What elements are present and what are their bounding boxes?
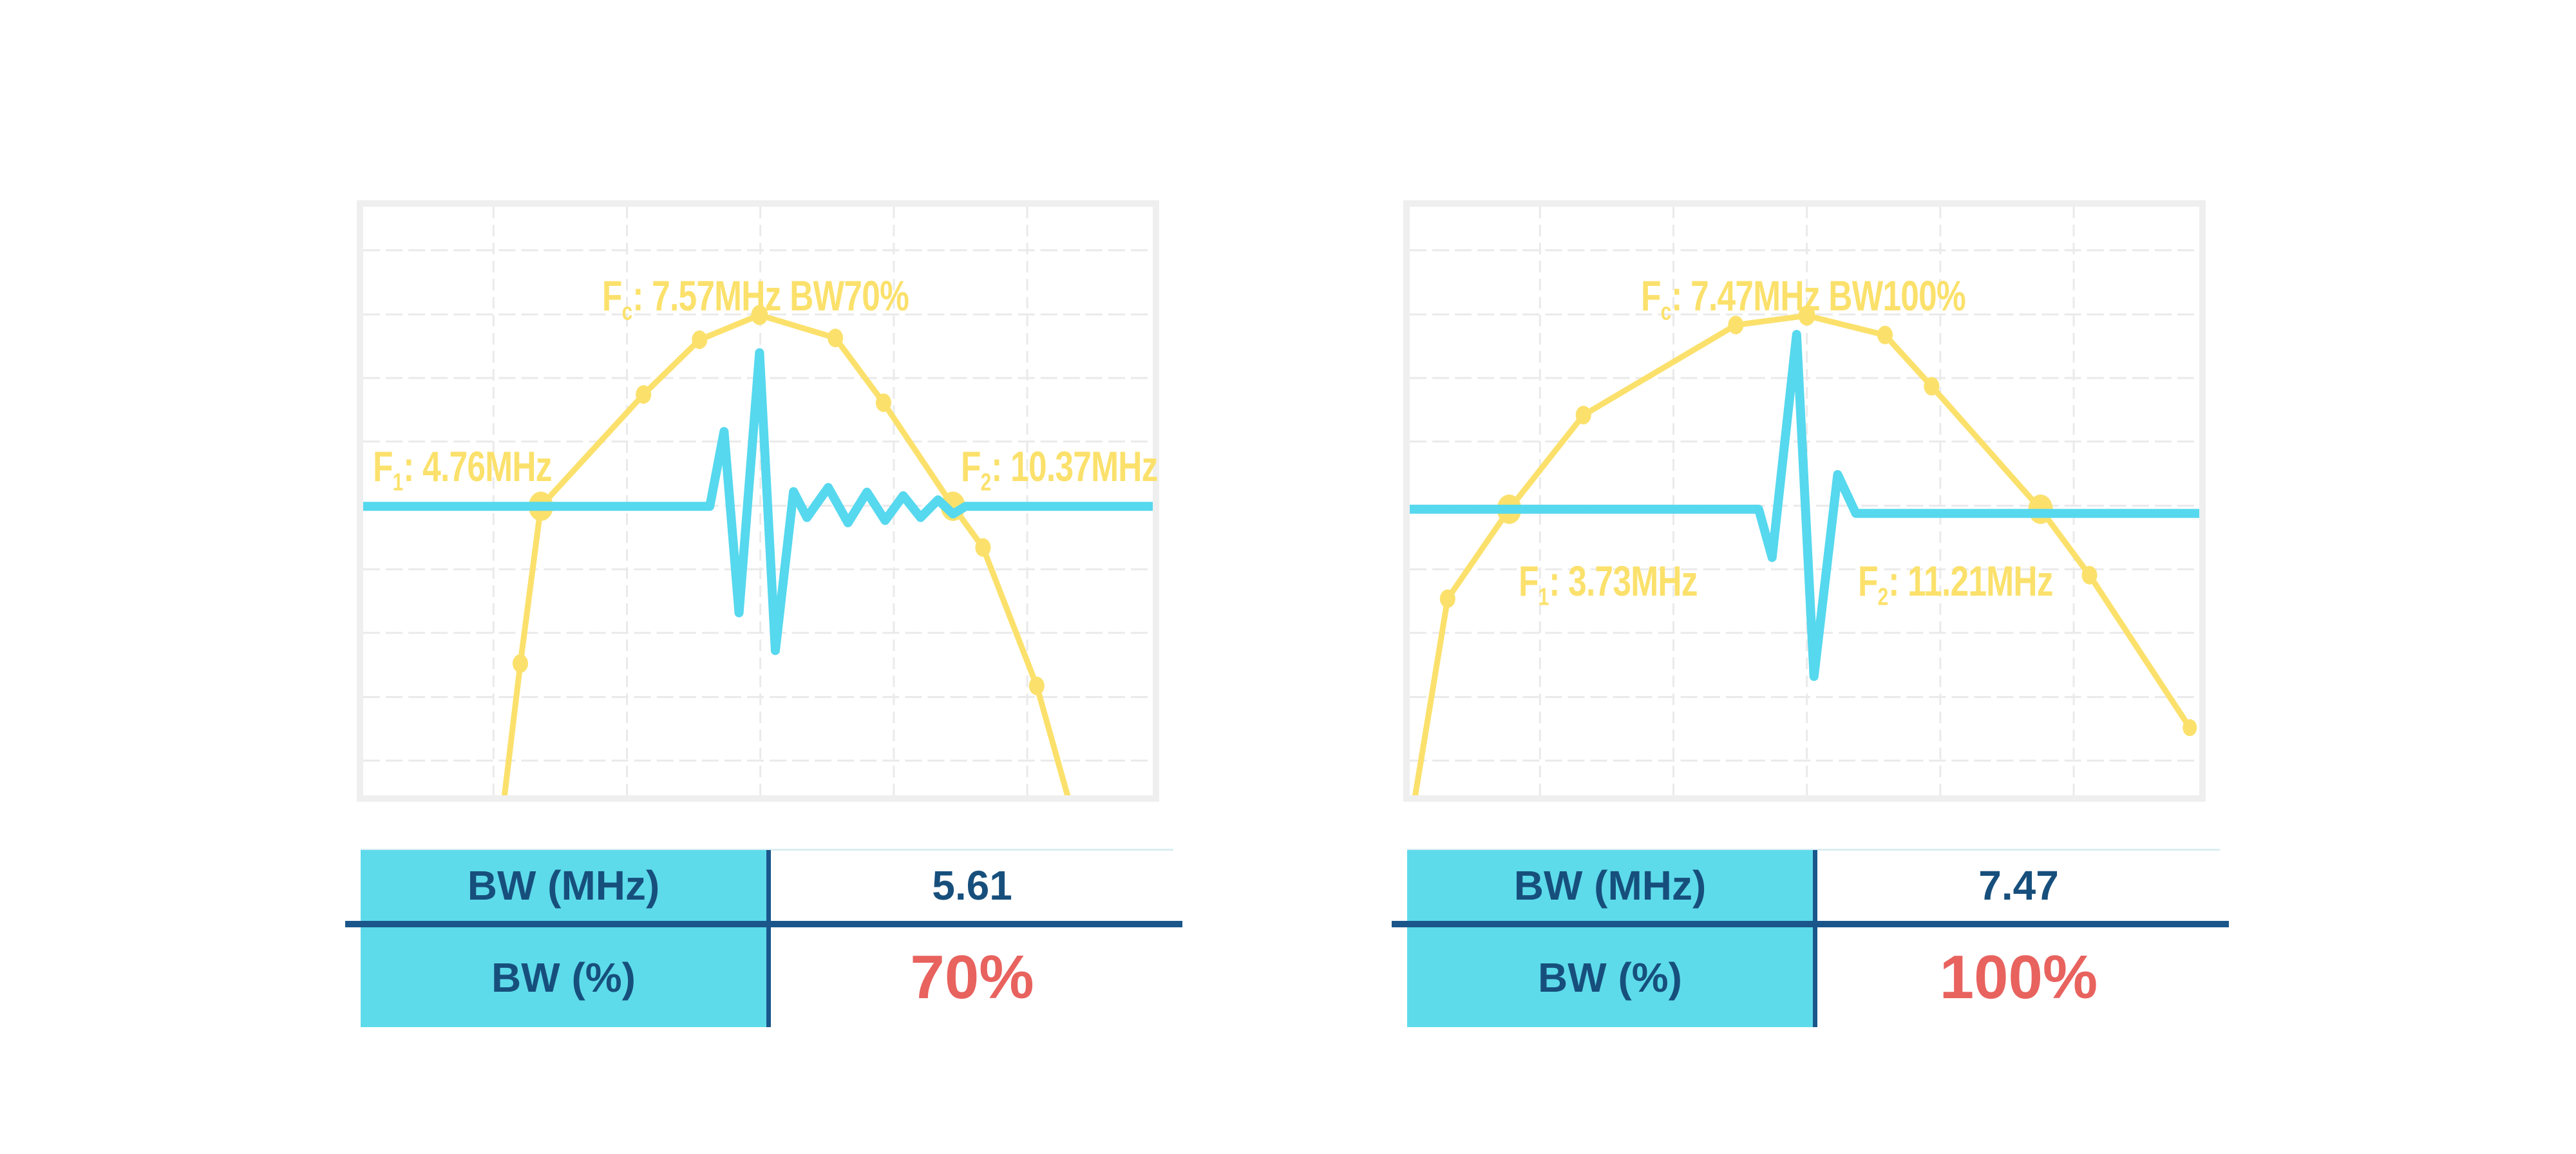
bw-pct-value: 100%: [1939, 942, 2098, 1012]
f2-subscript: 2: [1878, 583, 1889, 611]
f1-value: : 4.76MHz: [402, 442, 552, 491]
spectrum-chart-bw100: Fc: 7.47MHz BW100% F1: 3.73MHz F2: 11.21…: [1403, 200, 2206, 802]
fc-symbol: F: [602, 272, 622, 320]
table-label-column: [361, 850, 766, 1027]
f1-frequency-label: F1: 3.73MHz: [1519, 560, 1698, 610]
f2-frequency-label: F2: 10.37MHz: [961, 445, 1158, 495]
f2-value: : 10.37MHz: [991, 442, 1158, 491]
fc-value: : 7.47MHz BW100%: [1671, 272, 1965, 320]
table-column-divider: [1813, 850, 1817, 1027]
bw-mhz-value-cell: 7.47: [1817, 850, 2220, 921]
bw-mhz-value-cell: 5.61: [771, 850, 1173, 921]
fc-symbol: F: [1640, 272, 1661, 320]
bw-mhz-label: BW (MHz): [1513, 862, 1707, 909]
fc-subscript: c: [1660, 298, 1671, 326]
spectrum-plot-bw100: [1410, 207, 2199, 795]
bw-mhz-label-cell: BW (MHz): [361, 850, 766, 921]
bw-pct-label: BW (%): [1538, 954, 1682, 1001]
table-column-divider: [766, 850, 771, 1027]
f1-subscript: 1: [1538, 583, 1549, 611]
f2-symbol: F: [961, 442, 981, 491]
bw-mhz-label-cell: BW (MHz): [1407, 850, 1813, 921]
table-label-column: [1407, 850, 1813, 1027]
center-frequency-label: Fc: 7.57MHz BW70%: [602, 274, 909, 325]
f1-frequency-label: F1: 4.76MHz: [373, 445, 552, 495]
center-frequency-label: Fc: 7.47MHz BW100%: [1640, 272, 1966, 326]
bw-pct-value: 70%: [910, 942, 1034, 1012]
spectrum-chart-bw70: Fc: 7.57MHz BW70% F1: 4.76MHz F2: 10.37M…: [357, 200, 1159, 802]
f2-value: : 11.21MHz: [1888, 557, 2054, 605]
bw-pct-label: BW (%): [491, 954, 636, 1001]
bw-mhz-label: BW (MHz): [467, 862, 660, 909]
f1-symbol: F: [1519, 557, 1539, 605]
table-top-hairline: [1407, 849, 2220, 851]
bw-mhz-value: 5.61: [932, 862, 1012, 909]
bandwidth-table-bw70: BW (MHz) BW (%) 5.61 70%: [345, 849, 1182, 1027]
fc-subscript: c: [621, 298, 633, 326]
table-top-hairline: [361, 849, 1173, 851]
table-row-divider: [345, 921, 1182, 927]
bw-pct-value-cell: 70%: [771, 927, 1173, 1027]
bw-pct-label-cell: BW (%): [361, 927, 766, 1027]
bw-mhz-value: 7.47: [1978, 862, 2059, 909]
spectrum-plot-bw70: [363, 207, 1153, 795]
fc-value: : 7.57MHz BW70%: [632, 272, 910, 320]
f1-symbol: F: [372, 442, 393, 491]
f2-subscript: 2: [980, 468, 992, 497]
f2-symbol: F: [1858, 557, 1879, 605]
bandwidth-table-bw100: BW (MHz) BW (%) 7.47 100%: [1392, 849, 2229, 1027]
f1-subscript: 1: [392, 468, 403, 497]
bw-pct-value-cell: 100%: [1817, 927, 2220, 1027]
table-row-divider: [1392, 921, 2229, 927]
f2-frequency-label: F2: 11.21MHz: [1858, 557, 2054, 611]
f1-value: : 3.73MHz: [1549, 557, 1698, 605]
bw-pct-label-cell: BW (%): [1407, 927, 1813, 1027]
